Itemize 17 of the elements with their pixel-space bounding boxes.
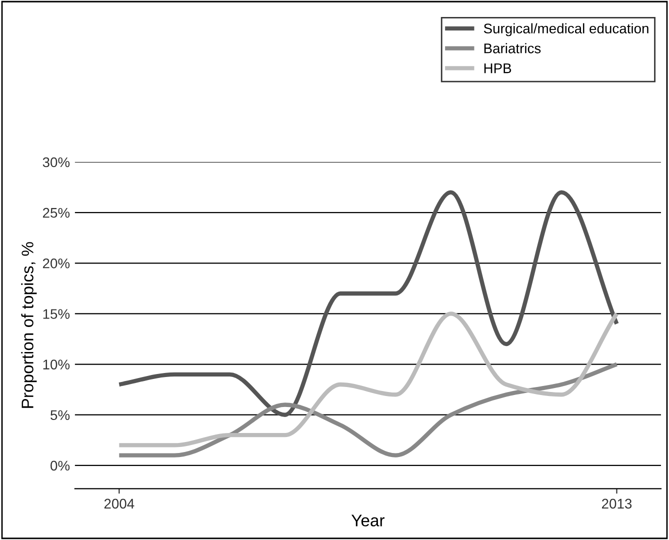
y-tick-label: 15% — [43, 309, 70, 319]
y-tick-label: 20% — [42, 258, 70, 268]
x-axis-title: Year — [351, 514, 385, 526]
line-series — [117, 362, 619, 458]
legend-label: HPB — [484, 64, 512, 74]
y-tick-label: 30% — [42, 157, 70, 168]
line-series — [117, 312, 619, 448]
legend-label: Bariatrics — [484, 43, 541, 54]
y-axis-title: Proportion of topics, % — [21, 242, 37, 408]
y-tick-label: 25% — [42, 208, 70, 218]
x-tick-label: 2004 — [104, 498, 134, 509]
legend-label: Surgical/medical education — [484, 23, 648, 36]
y-tick-label: 0% — [50, 460, 70, 471]
y-tick-label: 5% — [50, 410, 70, 420]
line-series — [117, 190, 619, 417]
x-tick-label: 2013 — [602, 498, 632, 509]
y-tick-label: 10% — [43, 360, 70, 370]
